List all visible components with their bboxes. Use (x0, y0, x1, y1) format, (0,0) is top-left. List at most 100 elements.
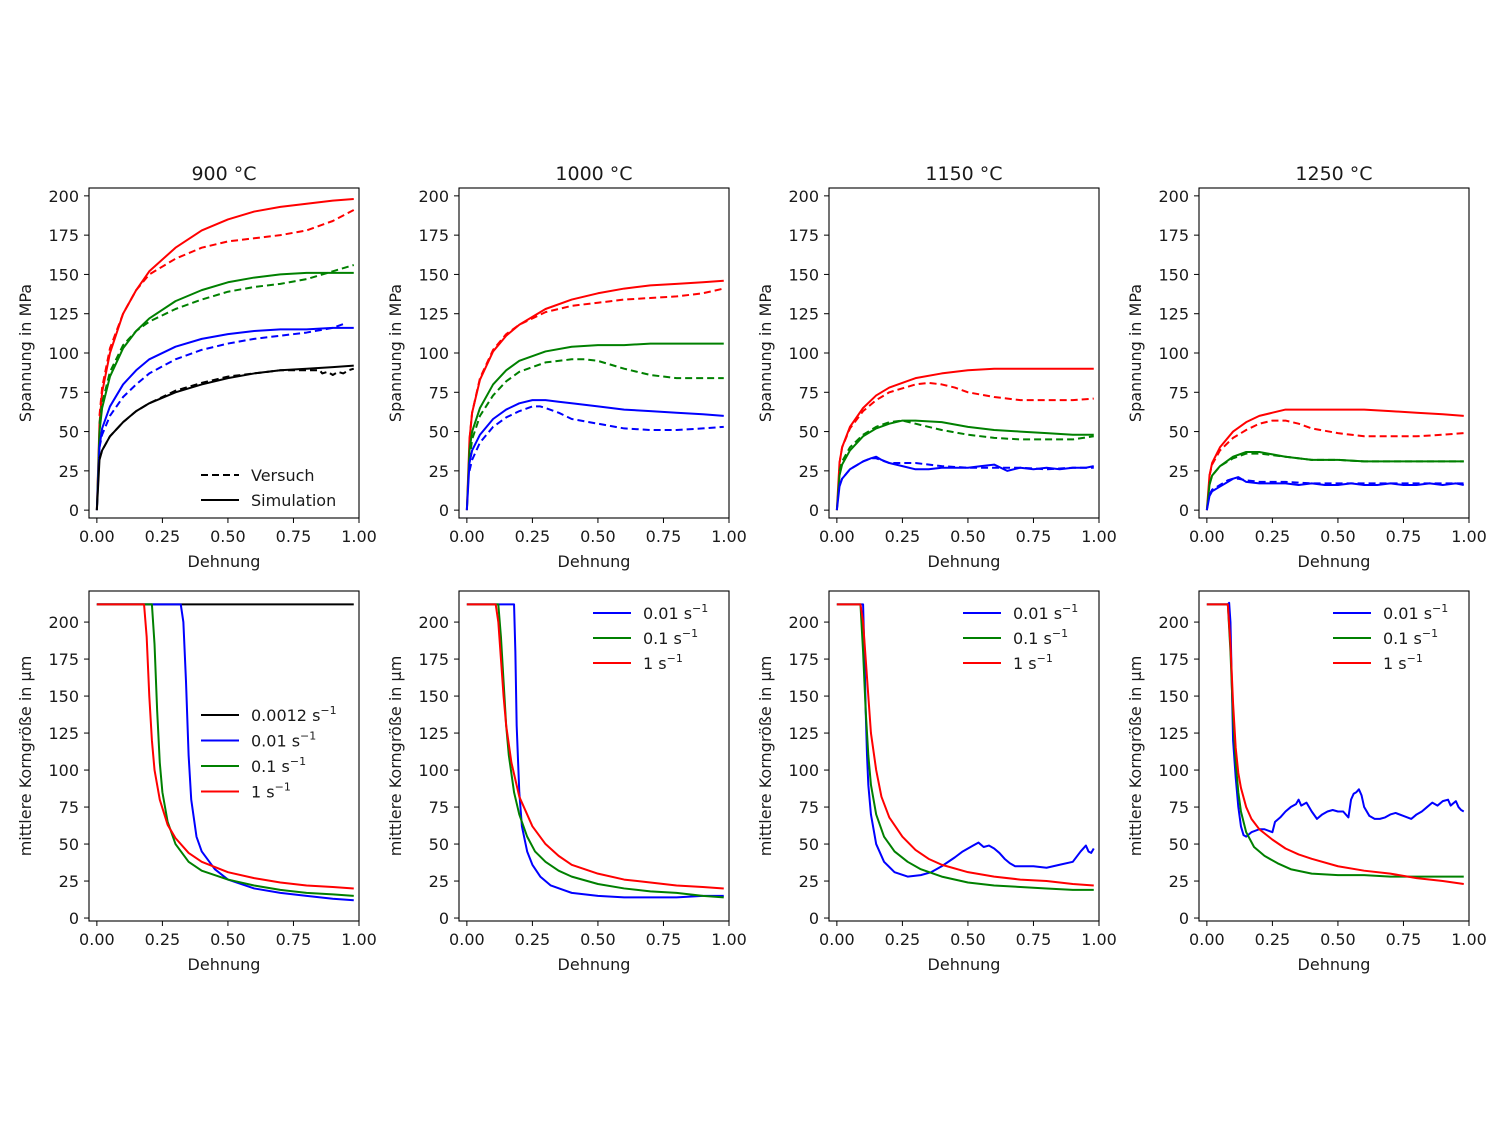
legend-label-exponent: −1 (1062, 602, 1078, 615)
y-axis-label: Spannung in MPa (1126, 284, 1145, 422)
legend-label-text: 0.1 s (1013, 629, 1052, 648)
legend-label-text: 0.1 s (1383, 629, 1422, 648)
x-axis-label: Dehnung (1298, 955, 1371, 974)
y-tick-label: 75 (59, 798, 79, 817)
x-tick-label: 0.50 (580, 527, 616, 546)
x-tick-label: 1.00 (1081, 930, 1117, 949)
y-tick-label: 125 (1158, 724, 1189, 743)
x-tick-label: 0.00 (449, 527, 485, 546)
x-tick-label: 1.00 (711, 930, 747, 949)
y-tick-label: 150 (788, 265, 819, 284)
y-tick-label: 75 (1169, 383, 1189, 402)
y-tick-label: 200 (418, 613, 449, 632)
legend-label-text: Versuch (251, 466, 315, 485)
legend-label: 0.01 s−1 (643, 602, 708, 623)
series-line (836, 603, 1095, 878)
x-tick-label: 0.75 (646, 527, 682, 546)
axes-frame (88, 590, 360, 922)
legend-label-exponent: −1 (1037, 652, 1053, 665)
y-axis-label: mittlere Korngröße in µm (386, 656, 405, 857)
y-tick-label: 25 (799, 462, 819, 481)
x-axis-label: Dehnung (558, 552, 631, 571)
y-tick-label: 25 (799, 872, 819, 891)
y-axis-label: mittlere Korngröße in µm (16, 656, 35, 857)
y-tick-label: 100 (48, 344, 79, 363)
x-axis-label: Dehnung (928, 955, 1001, 974)
series-line (466, 603, 724, 899)
series-line-dashed (838, 381, 1094, 464)
panel-stress-3: 1150 °C 0.00 0.25 0.50 0.75 1.00 0 25 50 75 100 125… (756, 163, 1117, 571)
legend-label-exponent: −1 (1432, 602, 1448, 615)
x-tick-label: 0.75 (1016, 527, 1052, 546)
series-line-dashed (468, 287, 724, 440)
y-tick-label: 75 (1169, 798, 1189, 817)
legend-label: 1 s−1 (643, 652, 683, 673)
series-line-dashed (98, 264, 355, 424)
series-line-dashed (98, 209, 355, 416)
series-line-dashed (98, 322, 347, 448)
y-tick-label: 100 (48, 761, 79, 780)
y-tick-label: 25 (429, 872, 449, 891)
y-tick-label: 150 (48, 265, 79, 284)
series-line (95, 326, 354, 511)
y-tick-label: 150 (1158, 265, 1189, 284)
panel-stress-1: 900 °C 0.00 0.25 0.50 0.75 1.00 0 25 50 75 100 125 1… (16, 163, 377, 571)
axes-frame (828, 590, 1100, 922)
x-tick-label: 0.50 (580, 930, 616, 949)
y-tick-label: 50 (59, 835, 79, 854)
series-line-dashed (98, 367, 355, 459)
x-tick-label: 0.25 (1255, 930, 1291, 949)
legend: 0.01 s−10.1 s−11 s−1 (593, 602, 708, 673)
legend-label-text: 0.01 s (643, 604, 692, 623)
axes-frame (1198, 187, 1470, 519)
legend-label: 0.1 s−1 (1013, 627, 1068, 648)
series-line-dashed (468, 405, 724, 472)
y-tick-label: 75 (799, 798, 819, 817)
x-tick-label: 0.00 (819, 527, 855, 546)
x-tick-label: 0.25 (145, 930, 181, 949)
y-tick-label: 200 (788, 187, 819, 206)
x-tick-label: 0.00 (1189, 527, 1225, 546)
x-tick-label: 0.25 (885, 527, 921, 546)
plot-area (1205, 408, 1464, 511)
legend-label-exponent: −1 (300, 730, 316, 743)
x-axis-label: Dehnung (188, 955, 261, 974)
panel-grain-3: 0.00 0.25 0.50 0.75 1.00 0 25 50 75 100 125 150 175 2… (756, 590, 1117, 974)
legend-label-exponent: −1 (275, 781, 291, 794)
x-tick-label: 0.50 (1320, 527, 1356, 546)
legend-label-exponent: −1 (1422, 627, 1438, 640)
x-tick-label: 1.00 (1081, 527, 1117, 546)
y-tick-label: 0 (1179, 909, 1189, 928)
x-tick-label: 1.00 (1451, 527, 1487, 546)
legend-label-exponent: −1 (290, 755, 306, 768)
y-tick-label: 150 (418, 265, 449, 284)
y-tick-label: 50 (799, 835, 819, 854)
y-tick-label: 25 (59, 462, 79, 481)
plot-area (466, 603, 724, 899)
y-tick-label: 150 (418, 687, 449, 706)
axes-frame (458, 590, 730, 922)
y-tick-label: 0 (439, 909, 449, 928)
series-line-dashed (838, 457, 1094, 486)
x-tick-label: 0.50 (950, 527, 986, 546)
y-tick-label: 125 (418, 305, 449, 324)
legend-label-text: 1 s (1013, 654, 1037, 673)
y-tick-label: 175 (1158, 226, 1189, 245)
y-tick-label: 125 (788, 724, 819, 743)
y-tick-label: 25 (1169, 462, 1189, 481)
series-line (835, 455, 1094, 511)
legend-label-text: 0.01 s (251, 732, 300, 751)
axes-frame (88, 187, 360, 519)
y-tick-label: 0 (69, 501, 79, 520)
y-tick-label: 200 (1158, 613, 1189, 632)
series-line-dashed (838, 419, 1094, 472)
series-line-dashed (468, 358, 724, 460)
x-tick-label: 0.25 (145, 527, 181, 546)
legend-label-exponent: −1 (667, 652, 683, 665)
legend-label-text: 0.1 s (251, 757, 290, 776)
x-tick-label: 1.00 (341, 527, 377, 546)
axes-frame (828, 187, 1100, 519)
legend-label-text: 1 s (1383, 654, 1407, 673)
x-axis-label: Dehnung (1298, 552, 1371, 571)
series-line (95, 198, 354, 511)
